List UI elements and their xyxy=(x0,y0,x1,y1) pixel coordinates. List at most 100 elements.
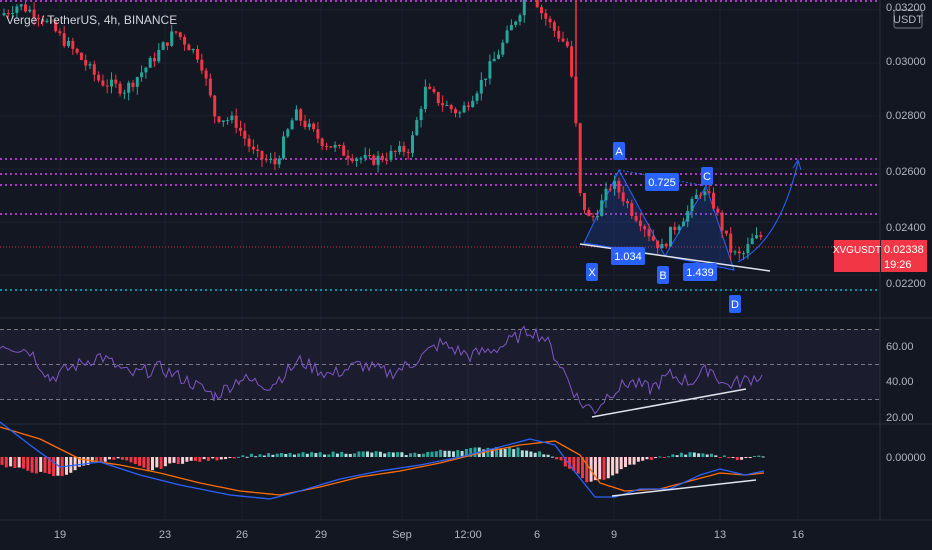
candle-body xyxy=(621,192,625,202)
macd-histogram-bar xyxy=(727,457,731,459)
candle-body xyxy=(135,77,139,87)
macd-histogram-bar xyxy=(641,457,645,461)
candle-body xyxy=(664,243,668,247)
macd-histogram-bar xyxy=(0,457,4,465)
price-tick-label: 0.02600 xyxy=(886,166,926,178)
candle-body xyxy=(462,105,466,113)
macd-histogram-bar xyxy=(288,452,292,457)
macd-histogram-bar xyxy=(245,456,249,458)
candle-body xyxy=(552,22,556,31)
candle-body xyxy=(320,138,324,146)
candle-body xyxy=(277,158,281,165)
macd-line xyxy=(0,421,765,500)
candle-body xyxy=(92,64,96,75)
candle-body xyxy=(492,58,496,62)
macd-histogram-bar xyxy=(374,451,378,457)
macd-histogram-bar xyxy=(348,453,352,457)
candle-body xyxy=(62,33,66,46)
candle-body xyxy=(36,17,40,20)
candle-body xyxy=(617,180,621,193)
macd-histogram-bar xyxy=(512,449,516,457)
macd-histogram-bar xyxy=(555,457,559,460)
macd-histogram-bar xyxy=(430,451,434,457)
candle-body xyxy=(471,100,475,108)
macd-histogram-bar xyxy=(714,455,718,457)
symbol-title: Verge / TetherUS, 4h, BINANCE xyxy=(6,13,178,27)
pattern-point-a: A xyxy=(615,146,623,158)
candle-body xyxy=(505,30,509,43)
pattern-point-b: B xyxy=(659,270,666,282)
candle-body xyxy=(411,135,414,153)
macd-histogram-bar xyxy=(443,450,447,457)
candle-body xyxy=(122,92,126,94)
macd-histogram-bar xyxy=(189,457,193,461)
macd-histogram-bar xyxy=(327,454,331,457)
time-tick-label: 6 xyxy=(534,529,540,541)
macd-histogram-bar xyxy=(589,457,593,482)
candle-body xyxy=(333,144,337,148)
macd-histogram-bar xyxy=(649,457,653,460)
candle-body xyxy=(239,127,242,131)
price-tag-bg xyxy=(881,240,927,272)
candle-body xyxy=(630,203,634,216)
candle-body xyxy=(681,221,685,227)
macd-histogram-bar xyxy=(155,457,159,468)
macd-histogram-bar xyxy=(632,457,636,465)
candle-body xyxy=(105,85,109,87)
candle-body xyxy=(570,46,574,77)
macd-histogram-bar xyxy=(611,457,615,476)
candle-body xyxy=(67,40,70,46)
macd-histogram-bar xyxy=(705,454,709,457)
candle-body xyxy=(200,59,204,71)
candle-body xyxy=(514,21,518,25)
candle-body xyxy=(208,78,212,96)
macd-histogram-bar xyxy=(688,452,692,457)
candle-body xyxy=(445,105,449,107)
macd-histogram-bar xyxy=(740,457,744,460)
macd-histogram-bar xyxy=(761,456,765,458)
macd-histogram-bar xyxy=(39,457,43,472)
macd-histogram-bar xyxy=(211,457,215,459)
macd-histogram-bar xyxy=(284,453,288,457)
macd-histogram-bar xyxy=(335,453,339,457)
candle-body xyxy=(746,244,750,254)
candle-body xyxy=(380,155,384,160)
macd-histogram-bar xyxy=(675,455,679,457)
macd-histogram-bar xyxy=(619,457,623,470)
macd-histogram-bar xyxy=(103,457,107,462)
macd-histogram-bar xyxy=(396,452,400,457)
macd-histogram-bar xyxy=(516,447,520,457)
macd-histogram-bar xyxy=(628,457,632,465)
candle-body xyxy=(733,251,737,253)
rsi-tick-label: 60.00 xyxy=(886,341,914,353)
candle-body xyxy=(535,0,539,8)
macd-histogram-bar xyxy=(254,456,258,458)
candle-body xyxy=(423,86,427,109)
macd-histogram-bar xyxy=(176,457,180,464)
candle-body xyxy=(759,235,763,238)
time-tick-label: 26 xyxy=(236,529,248,541)
ratio-ab-c-bg xyxy=(645,173,679,191)
macd-histogram-bar xyxy=(434,451,438,457)
pattern-point-d: D xyxy=(731,299,739,311)
macd-histogram-bar xyxy=(452,451,455,457)
candle-body xyxy=(312,123,316,130)
pattern-point-d-bg xyxy=(729,295,741,313)
macd-histogram-bar xyxy=(667,456,670,458)
candle-body xyxy=(363,154,367,159)
price-tick-label: 0.02800 xyxy=(886,110,926,122)
macd-histogram-bar xyxy=(138,457,142,466)
candle-body xyxy=(565,41,569,47)
macd-histogram-bar xyxy=(52,457,56,477)
macd-histogram-bar xyxy=(636,457,640,462)
rsi-tick-label: 40.00 xyxy=(886,376,914,388)
candle-body xyxy=(355,158,359,162)
time-tick-label: 23 xyxy=(159,529,171,541)
candle-body xyxy=(466,105,470,108)
macd-histogram-bar xyxy=(271,454,275,457)
candle-body xyxy=(24,4,27,12)
macd-histogram-bar xyxy=(624,457,627,468)
macd-histogram-bar xyxy=(202,457,206,460)
